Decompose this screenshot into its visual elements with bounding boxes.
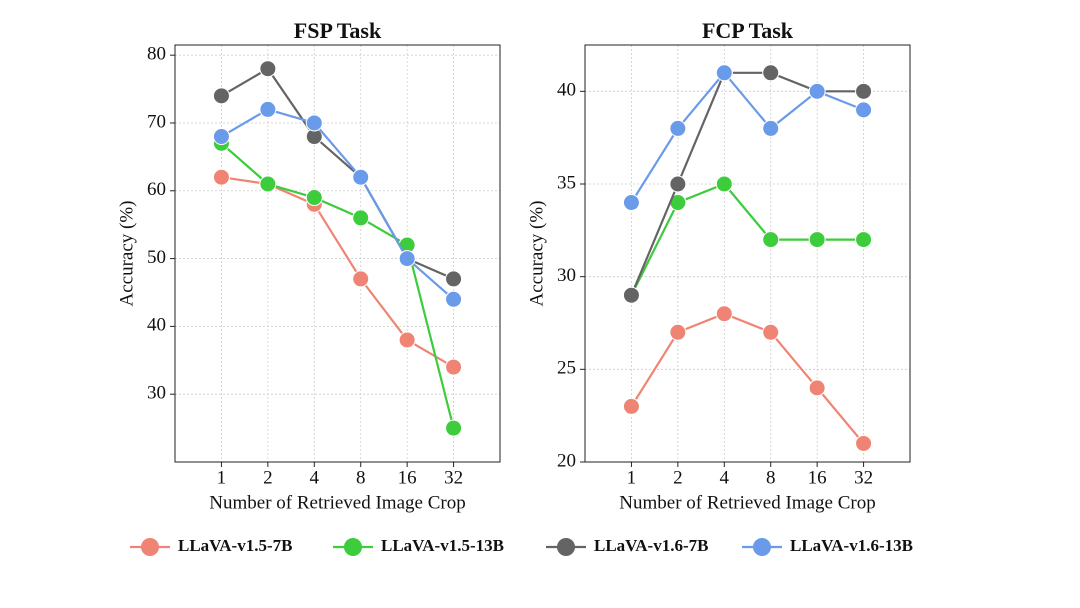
chart-title: FSP Task bbox=[294, 18, 382, 43]
y-tick-label: 25 bbox=[557, 358, 576, 379]
legend-marker bbox=[141, 538, 159, 556]
point bbox=[212, 168, 230, 186]
point bbox=[669, 175, 687, 193]
point bbox=[305, 189, 323, 207]
x-tick-label: 16 bbox=[398, 467, 417, 488]
point bbox=[445, 290, 463, 308]
point bbox=[855, 434, 873, 452]
x-tick-label: 4 bbox=[310, 467, 320, 488]
point bbox=[715, 305, 733, 323]
point bbox=[808, 379, 826, 397]
y-tick-label: 40 bbox=[147, 315, 166, 336]
legend-label: LLaVA-v1.6-13B bbox=[790, 536, 913, 555]
x-tick-label: 2 bbox=[673, 467, 683, 488]
point bbox=[352, 270, 370, 288]
series-line bbox=[630, 312, 865, 445]
legend-label: LLaVA-v1.5-7B bbox=[178, 536, 292, 555]
point bbox=[762, 119, 780, 137]
x-tick-label: 4 bbox=[720, 467, 730, 488]
x-tick-label: 32 bbox=[444, 467, 463, 488]
series-line bbox=[221, 176, 455, 369]
point bbox=[855, 231, 873, 249]
point bbox=[855, 101, 873, 119]
y-tick-label: 30 bbox=[147, 383, 166, 404]
point bbox=[715, 175, 733, 193]
point bbox=[669, 323, 687, 341]
legend-label: LLaVA-v1.5-13B bbox=[381, 536, 504, 555]
chart-title: FCP Task bbox=[702, 18, 794, 43]
point bbox=[259, 175, 277, 193]
series-line bbox=[220, 108, 455, 301]
point bbox=[398, 250, 416, 268]
point bbox=[259, 60, 277, 78]
point bbox=[762, 323, 780, 341]
x-tick-label: 8 bbox=[766, 467, 776, 488]
point bbox=[352, 209, 370, 227]
y-axis-label: Accuracy (%) bbox=[116, 200, 137, 306]
point bbox=[305, 114, 323, 132]
y-tick-label: 30 bbox=[557, 265, 576, 286]
point bbox=[622, 194, 640, 212]
y-tick-label: 60 bbox=[147, 179, 166, 200]
y-tick-label: 50 bbox=[147, 247, 166, 268]
x-tick-label: 16 bbox=[808, 467, 827, 488]
point bbox=[808, 82, 826, 100]
legend-marker bbox=[344, 538, 362, 556]
y-axis-label: Accuracy (%) bbox=[526, 200, 547, 306]
y-tick-label: 35 bbox=[557, 172, 576, 193]
point bbox=[445, 419, 463, 437]
point bbox=[352, 168, 370, 186]
x-tick-label: 8 bbox=[356, 467, 366, 488]
point bbox=[715, 64, 733, 82]
point bbox=[398, 331, 416, 349]
y-tick-label: 70 bbox=[147, 111, 166, 132]
series-line bbox=[220, 142, 455, 429]
y-tick-label: 20 bbox=[557, 450, 576, 471]
x-axis-label: Number of Retrieved Image Crop bbox=[209, 492, 465, 513]
legend-marker bbox=[753, 538, 771, 556]
x-tick-label: 1 bbox=[627, 467, 637, 488]
x-tick-label: 32 bbox=[854, 467, 873, 488]
legend-marker bbox=[557, 538, 575, 556]
series-line bbox=[630, 182, 864, 296]
point bbox=[259, 100, 277, 118]
point bbox=[669, 119, 687, 137]
point bbox=[622, 286, 640, 304]
y-tick-label: 40 bbox=[557, 80, 576, 101]
point bbox=[622, 397, 640, 415]
x-axis-label: Number of Retrieved Image Crop bbox=[619, 492, 875, 513]
point bbox=[445, 270, 463, 288]
plot-frame bbox=[584, 44, 911, 463]
point bbox=[855, 82, 873, 100]
point bbox=[212, 128, 230, 146]
point bbox=[762, 64, 780, 82]
x-tick-label: 1 bbox=[217, 467, 227, 488]
point bbox=[445, 358, 463, 376]
legend-label: LLaVA-v1.6-7B bbox=[594, 536, 708, 555]
point bbox=[808, 231, 826, 249]
point bbox=[762, 231, 780, 249]
y-tick-label: 80 bbox=[147, 44, 166, 65]
plot-frame bbox=[174, 44, 501, 463]
point bbox=[212, 87, 230, 105]
x-tick-label: 2 bbox=[263, 467, 273, 488]
